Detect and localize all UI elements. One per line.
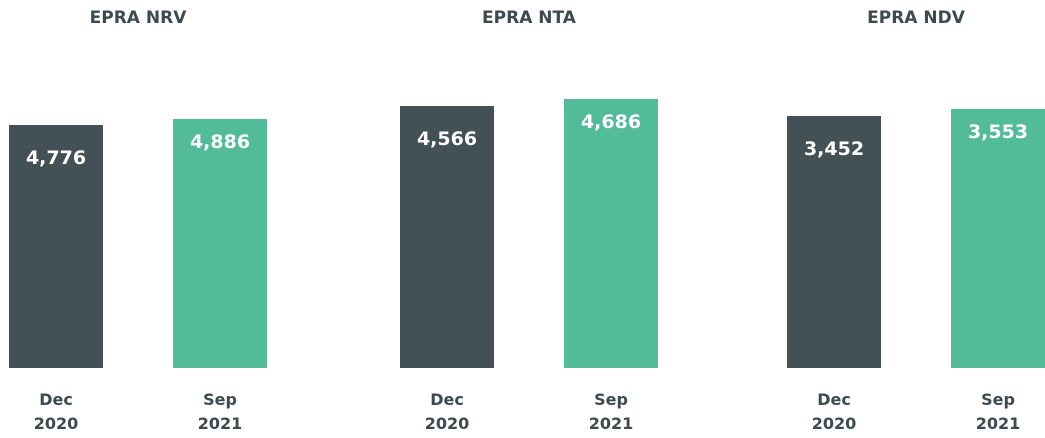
chart-title: EPRA NTA <box>482 8 576 28</box>
bar <box>787 116 881 368</box>
value-label: 3,553 <box>967 120 1029 143</box>
x-tick-label: Dec 2020 <box>33 390 79 433</box>
value-label: 4,776 <box>25 146 87 169</box>
bar <box>951 108 1045 368</box>
x-tick-label: Dec 2020 <box>811 390 857 433</box>
value-label: 3,452 <box>803 138 865 161</box>
value-label: 4,686 <box>580 110 642 133</box>
value-label: 4,566 <box>416 127 478 150</box>
chart-title: EPRA NRV <box>89 8 187 28</box>
bar <box>400 105 494 368</box>
x-tick-label: Sep 2021 <box>197 390 243 433</box>
value-label: 4,886 <box>189 131 251 154</box>
chart-title: EPRA NDV <box>867 8 965 28</box>
x-tick-label: Dec 2020 <box>424 390 470 433</box>
bar <box>9 124 103 368</box>
x-tick-label: Sep 2021 <box>975 390 1021 433</box>
bar <box>173 119 267 368</box>
bar <box>564 98 658 368</box>
x-tick-label: Sep 2021 <box>588 390 634 433</box>
